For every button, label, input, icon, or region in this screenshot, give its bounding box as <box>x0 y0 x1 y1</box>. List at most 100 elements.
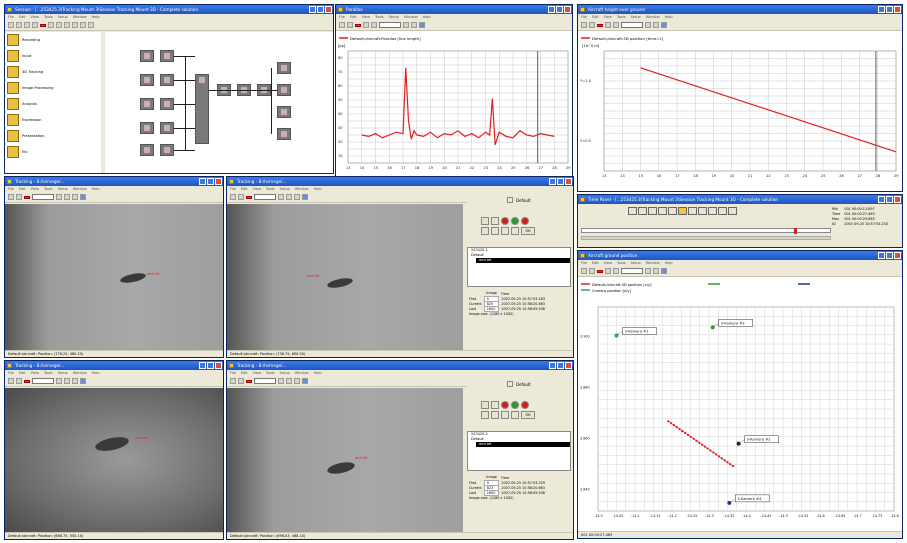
menu-tools[interactable]: Tools <box>616 261 626 265</box>
measure-icon[interactable] <box>294 194 300 200</box>
warning-icon[interactable] <box>605 22 611 28</box>
tool-icon[interactable] <box>511 411 519 419</box>
edit-icon[interactable] <box>491 217 499 225</box>
menu-setup[interactable]: Setup <box>279 371 290 375</box>
tracking-title-bar[interactable]: Tracking - B:/Ivimage/... <box>5 177 223 186</box>
zoom-tools-icon[interactable] <box>379 22 401 28</box>
menu-help[interactable]: Help <box>91 371 100 375</box>
open-icon[interactable] <box>230 194 236 200</box>
measure-icon[interactable] <box>294 378 300 384</box>
open-icon[interactable] <box>581 268 587 274</box>
menu-window[interactable]: Window <box>294 187 309 191</box>
delete-icon[interactable] <box>24 379 30 383</box>
camera-image[interactable]: aircraft <box>5 204 223 350</box>
menu-window[interactable]: Window <box>72 15 87 19</box>
menu-view[interactable]: View <box>252 187 261 191</box>
play-reverse-icon[interactable] <box>658 207 667 215</box>
graph-node[interactable] <box>277 62 291 74</box>
delete-icon[interactable] <box>40 23 46 27</box>
object-tree[interactable]: 253425.2 Default aircraft <box>467 431 571 471</box>
delete-icon[interactable] <box>246 379 252 383</box>
menu-edit[interactable]: Edit <box>591 261 599 265</box>
tracking-window-2[interactable]: Tracking - B:/Ivimage/... File Edit View… <box>226 176 574 358</box>
minimize-button[interactable] <box>549 178 556 185</box>
graph-node[interactable] <box>160 74 174 86</box>
close-button[interactable] <box>565 178 572 185</box>
menu-edit[interactable]: Edit <box>240 187 248 191</box>
menu-window[interactable]: Window <box>645 261 660 265</box>
tracking-title-bar[interactable]: Tracking - B:/Ivimage/... <box>227 177 573 186</box>
undo-icon[interactable] <box>48 22 54 28</box>
maximize-button[interactable] <box>556 6 563 13</box>
menu-help[interactable]: Help <box>91 187 100 191</box>
menu-setup[interactable]: Setup <box>630 261 641 265</box>
height-title-bar[interactable]: Aircraft height over ground <box>578 5 902 14</box>
close-button[interactable] <box>565 362 572 369</box>
tracking-title-bar[interactable]: Tracking - B:/Ivimage/... <box>5 361 223 370</box>
maximize-button[interactable] <box>207 362 214 369</box>
axis-icon[interactable] <box>653 268 659 274</box>
tree-item[interactable]: Default <box>471 437 484 441</box>
track-tools-icon[interactable] <box>254 378 276 384</box>
session-window[interactable]: Session - [...253425.3\Tracking Mount 3\… <box>4 4 334 174</box>
menu-help[interactable]: Help <box>664 15 673 19</box>
menu-help[interactable]: Help <box>422 15 431 19</box>
maximize-button[interactable] <box>207 178 214 185</box>
menu-file[interactable]: File <box>339 15 345 19</box>
menu-setup[interactable]: Setup <box>57 371 68 375</box>
menu-edit[interactable]: Edit <box>18 371 26 375</box>
minimize-button[interactable] <box>548 6 555 13</box>
settings-icon[interactable] <box>419 22 425 28</box>
warning-icon[interactable] <box>363 22 369 28</box>
maximize-button[interactable] <box>886 196 893 203</box>
tree-item-selected[interactable]: aircraft <box>476 258 570 263</box>
menu-edit[interactable]: Edit <box>349 15 357 19</box>
parallax-chart[interactable]: Default:/aircraft:Parallax [line length]… <box>336 33 572 176</box>
stop-track-icon[interactable] <box>521 217 529 225</box>
table-icon[interactable] <box>613 22 619 28</box>
delete-icon[interactable] <box>246 195 252 199</box>
maximize-button[interactable] <box>886 252 893 259</box>
menu-help[interactable]: Help <box>313 187 322 191</box>
graph-node[interactable] <box>140 74 154 86</box>
menu-edit[interactable]: Edit <box>240 371 248 375</box>
close-button[interactable] <box>215 362 222 369</box>
accept-icon[interactable] <box>511 401 519 409</box>
checkbox-icon[interactable] <box>507 197 513 203</box>
list-item[interactable]: Expression <box>5 112 101 128</box>
menu-tools[interactable]: Tools <box>43 371 53 375</box>
tree-item[interactable]: 253425.1 <box>471 248 488 252</box>
settings-icon[interactable] <box>661 268 667 274</box>
menu-view[interactable]: View <box>603 15 612 19</box>
graph-node[interactable] <box>140 122 154 134</box>
zoom-in-icon[interactable] <box>72 22 78 28</box>
print-icon[interactable] <box>16 194 22 200</box>
menu-file[interactable]: File <box>230 371 236 375</box>
minimize-button[interactable] <box>878 6 885 13</box>
time-panel-title-bar[interactable]: Time Panel - [...253425.3\Tracking Mount… <box>578 195 902 204</box>
menu-window[interactable]: Window <box>294 371 309 375</box>
menu-file[interactable]: File <box>8 187 14 191</box>
menu-help[interactable]: Help <box>664 261 673 265</box>
list-item[interactable]: Analysis <box>5 96 101 112</box>
time-panel-window[interactable]: Time Panel - [...253425.3\Tracking Mount… <box>577 194 903 248</box>
ground-title-bar[interactable]: Aircraft ground position <box>578 251 902 260</box>
object-tree[interactable]: 253425.1 Default aircraft <box>467 247 571 287</box>
minimize-button[interactable] <box>199 178 206 185</box>
close-button[interactable] <box>894 6 901 13</box>
step-back-icon[interactable] <box>648 207 657 215</box>
time-slider-thumb[interactable] <box>794 228 797 234</box>
list-item[interactable]: Image Processing <box>5 80 101 96</box>
minimize-button[interactable] <box>199 362 206 369</box>
tool-icon[interactable] <box>511 227 519 235</box>
redo-icon[interactable] <box>56 22 62 28</box>
axis-icon[interactable] <box>411 22 417 28</box>
menu-file[interactable]: File <box>230 187 236 191</box>
tool-icon[interactable] <box>501 227 509 235</box>
table-icon[interactable] <box>371 22 377 28</box>
menu-setup[interactable]: Setup <box>57 15 68 19</box>
tree-item-selected[interactable]: aircraft <box>476 442 570 447</box>
close-button[interactable] <box>894 252 901 259</box>
menu-tools[interactable]: Tools <box>265 371 275 375</box>
graph-node[interactable] <box>277 128 291 140</box>
